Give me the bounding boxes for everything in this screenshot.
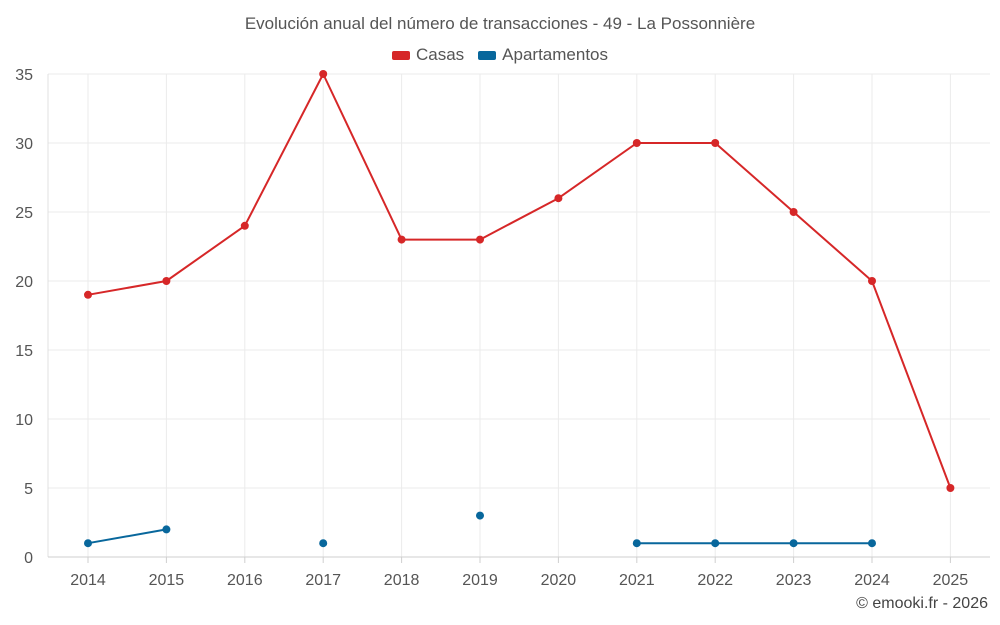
series-line-apartamentos (87, 528, 167, 545)
data-point-apartamentos (319, 539, 328, 548)
y-tick-label: 0 (24, 550, 33, 567)
x-tick-label: 2014 (70, 572, 106, 589)
legend: Casas Apartamentos (0, 45, 1000, 65)
data-point-casas (554, 194, 563, 203)
data-point-apartamentos (84, 539, 92, 548)
legend-label-casas: Casas (415, 45, 465, 64)
data-point-casas (946, 484, 955, 492)
y-tick-label: 10 (15, 412, 33, 429)
data-point-apartamentos (632, 539, 641, 548)
y-tick-label: 25 (15, 205, 33, 222)
x-tick-label: 2017 (305, 572, 341, 589)
data-point-apartamentos (711, 539, 720, 548)
x-tick-label: 2025 (933, 572, 969, 589)
data-point-casas (240, 221, 249, 230)
data-point-casas (319, 70, 328, 78)
x-tick-label: 2022 (697, 572, 733, 589)
data-point-casas (632, 139, 641, 147)
series-line-casas (87, 73, 952, 489)
data-point-casas (397, 235, 406, 244)
data-point-apartamentos (868, 539, 876, 548)
x-tick-label: 2018 (384, 572, 420, 589)
legend-swatch-apartamentos (478, 50, 497, 60)
data-point-casas (789, 208, 798, 216)
data-point-casas (868, 277, 876, 285)
credit-text: © emooki.fr - 2026 (856, 595, 988, 612)
x-tick-label: 2019 (462, 572, 498, 589)
data-point-casas (711, 139, 720, 147)
chart-title: Evolución anual del número de transaccio… (244, 14, 756, 33)
y-tick-label: 20 (15, 274, 33, 291)
y-tick-label: 35 (15, 67, 33, 84)
x-tick-label: 2023 (776, 572, 812, 589)
x-tick-label: 2015 (149, 572, 185, 589)
data-point-casas (84, 290, 92, 299)
y-tick-label: 5 (24, 481, 33, 498)
y-tick-label: 30 (15, 136, 33, 153)
x-tick-label: 2021 (619, 572, 655, 589)
legend-item-casas[interactable]: Casas (391, 45, 465, 65)
data-point-apartamentos (476, 511, 484, 520)
data-point-apartamentos (789, 539, 798, 548)
x-tick-label: 2020 (541, 572, 577, 589)
y-tick-label: 15 (15, 343, 33, 360)
legend-item-apartamentos[interactable]: Apartamentos (478, 45, 608, 65)
x-tick-label: 2024 (854, 572, 890, 589)
x-tick-label: 2016 (227, 572, 263, 589)
legend-swatch-casas (391, 50, 410, 60)
legend-label-apartamentos: Apartamentos (502, 45, 609, 64)
data-point-apartamentos (162, 525, 171, 534)
data-point-casas (162, 277, 171, 285)
data-point-casas (476, 235, 484, 244)
